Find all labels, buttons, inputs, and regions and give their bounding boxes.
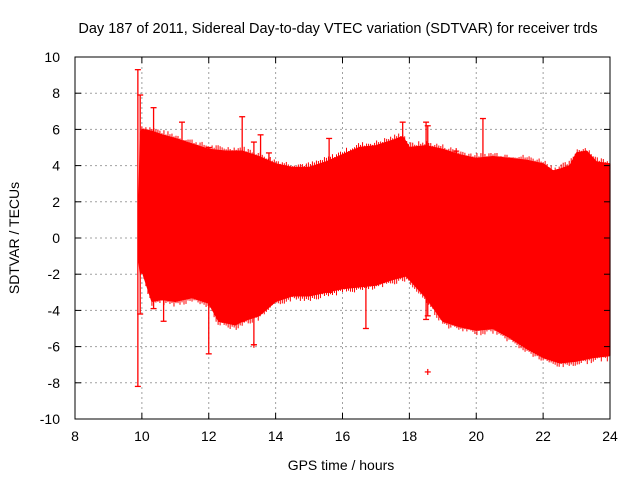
x-tick-labels: 8 10 12 14 16 18 20 22 24 bbox=[71, 428, 618, 444]
data-series bbox=[134, 69, 611, 388]
outlier-point-0 bbox=[424, 368, 431, 375]
x-axis-label: GPS time / hours bbox=[288, 457, 395, 473]
x-tick-label: 12 bbox=[201, 428, 217, 444]
y-tick-label: 6 bbox=[52, 121, 60, 137]
spike-0 bbox=[134, 69, 141, 388]
spike-8 bbox=[257, 134, 264, 310]
spike-1 bbox=[137, 94, 144, 315]
y-tick-label: 8 bbox=[52, 85, 60, 101]
y-tick-label: -8 bbox=[48, 375, 61, 391]
x-tick-label: 10 bbox=[134, 428, 150, 444]
y-tick-label: 2 bbox=[52, 194, 60, 210]
y-tick-label: -2 bbox=[48, 266, 61, 282]
spike-10 bbox=[326, 137, 333, 293]
x-tick-label: 24 bbox=[602, 428, 618, 444]
outlier-point-1 bbox=[250, 341, 257, 348]
y-tick-label: 4 bbox=[52, 158, 60, 174]
y-tick-label: 10 bbox=[44, 49, 60, 65]
series-fringe bbox=[141, 126, 608, 368]
x-tick-label: 14 bbox=[268, 428, 284, 444]
x-tick-label: 16 bbox=[335, 428, 351, 444]
spike-4 bbox=[179, 121, 185, 297]
x-tick-label: 8 bbox=[71, 428, 79, 444]
outlier-point-2 bbox=[453, 148, 460, 155]
spike-3 bbox=[160, 135, 167, 322]
spike-6 bbox=[239, 116, 246, 322]
y-tick-label: -4 bbox=[48, 302, 61, 318]
spike-11 bbox=[362, 148, 369, 330]
x-tick-label: 18 bbox=[402, 428, 418, 444]
spike-14 bbox=[424, 125, 431, 317]
spike-2 bbox=[150, 107, 157, 310]
x-tick-label: 20 bbox=[468, 428, 484, 444]
axis-ticks bbox=[74, 56, 611, 420]
x-tick-label: 22 bbox=[535, 428, 551, 444]
y-axis-label: SDTVAR / TECUs bbox=[6, 182, 22, 294]
y-tick-labels: -10 -8 -6 -4 -2 0 2 4 6 8 10 bbox=[40, 49, 60, 427]
spike-9 bbox=[265, 152, 272, 304]
spike-12 bbox=[399, 121, 406, 274]
y-tick-label: -10 bbox=[40, 411, 60, 427]
spike-15 bbox=[479, 117, 486, 303]
spike-13 bbox=[423, 121, 430, 321]
chart-title: Day 187 of 2011, Sidereal Day-to-day VTE… bbox=[78, 21, 597, 37]
y-tick-label: 0 bbox=[52, 230, 60, 246]
y-tick-label: -6 bbox=[48, 339, 61, 355]
spike-5 bbox=[205, 146, 212, 355]
